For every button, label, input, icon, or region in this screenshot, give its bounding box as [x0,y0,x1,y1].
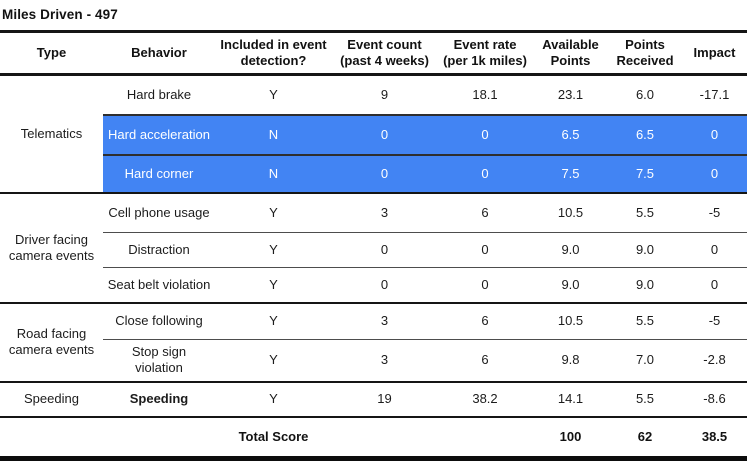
included-cell: N [215,153,332,194]
event-count-cell: 0 [332,232,437,268]
event-count-cell: 9 [380,86,389,102]
impact-cell: 0 [682,232,747,268]
table-row-hard-brake[interactable]: Telematics Hard brake Y 9 18.1 23.1 6.0 … [0,74,747,194]
empty-cell [437,415,533,461]
event-rate-cell: 0 [437,153,533,194]
points-received-cell: 6.5 [608,113,682,155]
available-points-cell: 9.8 [533,339,608,383]
available-points-cell: 23.1 [557,86,584,102]
included-cell: Y [215,381,332,418]
table-row-hard-corner-highlighted[interactable]: Hard corner N 0 0 7.5 7.5 0 [0,153,747,194]
table-row-seat-belt-violation[interactable]: Seat belt violation Y 0 0 9.0 9.0 0 [0,267,747,304]
table-row-hard-acceleration-highlighted[interactable]: Hard acceleration N 0 0 6.5 6.5 0 [0,113,747,155]
impact-cell: -17.1 [699,86,730,102]
points-received-cell: 5.5 [635,204,655,220]
impact-cell: -2.8 [682,339,747,383]
event-rate-cell: 38.2 [437,381,533,418]
behavior-cell: Distraction [103,232,215,268]
table-row-stop-sign-violation[interactable]: Stop sign violation Y 3 6 9.8 7.0 -2.8 [0,339,747,383]
impact-cell: 0 [682,113,747,155]
total-available-points: 100 [533,415,608,461]
available-points-cell: 14.1 [533,381,608,418]
included-cell: Y [269,86,278,102]
points-received-cell: 6.0 [635,86,655,102]
event-count-cell: 3 [380,204,389,220]
available-points-cell: 7.5 [533,153,608,194]
included-cell: Y [215,267,332,304]
impact-cell: 0 [682,153,747,194]
event-count-cell: 19 [332,381,437,418]
included-cell: Y [215,339,332,383]
total-impact: 38.5 [682,415,747,461]
included-cell: Y [269,204,278,220]
behavior-cell: Speeding [103,381,215,418]
impact-cell: -8.6 [682,381,747,418]
included-cell: N [215,113,332,155]
event-count-cell: 0 [332,153,437,194]
behavior-cell: Close following [115,313,203,329]
col-header-impact: Impact [682,30,747,76]
impact-cell: 0 [682,267,747,304]
total-points-received: 62 [608,415,682,461]
table-row-speeding[interactable]: Speeding Speeding Y 19 38.2 14.1 5.5 -8.… [0,381,747,418]
behavior-cell: Seat belt violation [103,267,215,304]
points-received-cell: 5.5 [635,313,655,329]
available-points-cell: 10.5 [557,204,584,220]
col-header-behavior: Behavior [103,30,215,76]
col-header-available-points: Available Points [533,30,608,76]
total-score-label: Total Score [215,415,332,461]
event-count-cell: 0 [332,267,437,304]
points-received-cell: 5.5 [608,381,682,418]
col-header-event-count: Event count (past 4 weeks) [332,30,437,76]
points-received-cell: 7.0 [608,339,682,383]
available-points-cell: 9.0 [533,232,608,268]
event-rate-cell: 6 [481,313,489,329]
impact-cell: -5 [708,204,721,220]
included-cell: Y [269,313,278,329]
header-row: Type Behavior Included in event detectio… [0,30,747,76]
miles-driven-title: Miles Driven - 497 [2,7,118,22]
event-count-cell: 3 [332,339,437,383]
table-row-close-following[interactable]: Road facing camera events Close followin… [0,302,747,383]
event-rate-cell: 0 [437,113,533,155]
included-cell: Y [215,232,332,268]
col-header-type: Type [0,30,103,76]
event-rate-cell: 6 [437,339,533,383]
safety-score-page: Miles Driven - 497 Type Behavior Include… [0,7,747,461]
points-received-cell: 9.0 [608,232,682,268]
available-points-cell: 9.0 [533,267,608,304]
type-cell-speeding: Speeding [0,381,103,418]
event-count-cell: 0 [332,113,437,155]
behavior-cell: Hard acceleration [103,113,215,155]
event-rate-cell: 0 [437,267,533,304]
event-rate-cell: 6 [481,204,489,220]
points-received-cell: 7.5 [608,153,682,194]
behavior-cell: Hard corner [103,153,215,194]
col-header-included: Included in event detection? [215,30,332,76]
total-score-row: Total Score 100 62 38.5 [0,415,747,461]
table-row-cell-phone-usage[interactable]: Driver facing camera events Cell phone u… [0,192,747,304]
type-cell-road-facing: Road facing camera events [0,302,103,383]
behavior-cell: Cell phone usage [108,204,210,220]
type-cell-driver-facing: Driver facing camera events [0,192,103,304]
event-rate-cell: 18.1 [472,86,498,102]
impact-cell: -5 [708,313,721,329]
behavior-cell: Stop sign violation [103,339,215,383]
event-count-cell: 3 [380,313,389,329]
col-header-points-received: Points Received [608,30,682,76]
available-points-cell: 6.5 [533,113,608,155]
behavior-cell: Hard brake [126,86,192,102]
empty-cell [103,415,215,461]
type-cell-telematics: Telematics [0,74,103,194]
empty-cell [332,415,437,461]
col-header-event-rate: Event rate (per 1k miles) [437,30,533,76]
empty-cell [0,415,103,461]
behavior-score-table: Type Behavior Included in event detectio… [0,30,747,461]
points-received-cell: 9.0 [608,267,682,304]
available-points-cell: 10.5 [557,313,584,329]
event-rate-cell: 0 [437,232,533,268]
table-row-distraction[interactable]: Distraction Y 0 0 9.0 9.0 0 [0,232,747,268]
